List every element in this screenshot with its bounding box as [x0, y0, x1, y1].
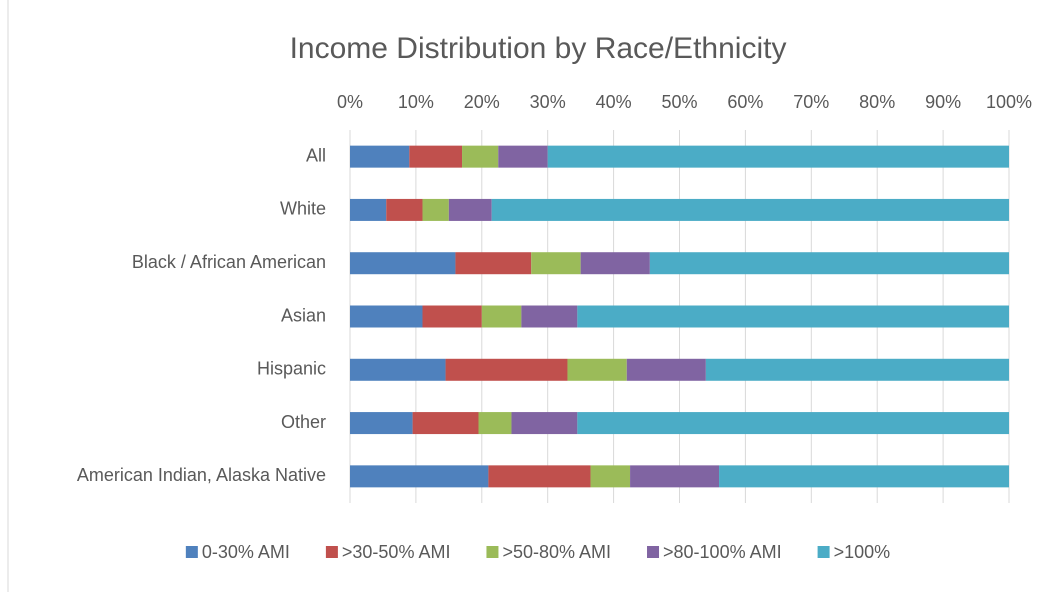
bar-segment [481, 305, 522, 328]
x-tick-label: 0% [337, 92, 363, 112]
bar-segment [350, 305, 423, 328]
y-tick-label: American Indian, Alaska Native [77, 465, 326, 485]
bar-segment [350, 145, 410, 168]
x-tick-label: 30% [530, 92, 566, 112]
x-tick-label: 90% [925, 92, 961, 112]
legend-label: >50-80% AMI [502, 542, 611, 562]
bar-segment [491, 198, 1009, 221]
bar-segment [521, 305, 578, 328]
bar-segment [422, 305, 482, 328]
bar-segment [567, 358, 627, 381]
bar-segment [577, 305, 1009, 328]
bar-segment [498, 145, 548, 168]
y-tick-label: White [280, 199, 326, 219]
bar-segment [409, 145, 463, 168]
x-tick-label: 60% [727, 92, 763, 112]
x-tick-label: 80% [859, 92, 895, 112]
legend-label: >30-50% AMI [342, 542, 451, 562]
bar-segment [386, 198, 423, 221]
bar-segment [626, 358, 706, 381]
x-tick-label: 40% [596, 92, 632, 112]
bar-segment [462, 145, 499, 168]
y-tick-label: Asian [281, 305, 326, 325]
bar-segment [350, 198, 387, 221]
bar-segment [590, 465, 631, 488]
bar-segment [547, 145, 1009, 168]
legend-label: 0-30% AMI [202, 542, 290, 562]
x-tick-label: 100% [986, 92, 1032, 112]
bar-segment [350, 252, 456, 275]
chart-title: Income Distribution by Race/Ethnicity [290, 32, 787, 65]
bar-segment [649, 252, 1009, 275]
legend-label: >80-100% AMI [663, 542, 782, 562]
y-tick-label: All [306, 145, 326, 165]
bar-segment [445, 358, 568, 381]
x-tick-label: 20% [464, 92, 500, 112]
bar-segment [531, 252, 581, 275]
legend-swatch [185, 546, 198, 558]
bar-segment [488, 465, 591, 488]
x-tick-label: 10% [398, 92, 434, 112]
bar-segment [705, 358, 1009, 381]
bar-segment [455, 252, 532, 275]
bar-segment [577, 412, 1009, 435]
legend-swatch [325, 546, 338, 558]
y-tick-label: Hispanic [257, 359, 326, 379]
legend-swatch [486, 546, 499, 558]
legend-swatch [817, 546, 830, 558]
x-tick-label: 70% [793, 92, 829, 112]
bar-segment [478, 412, 512, 435]
bar-segment [719, 465, 1009, 488]
bar-segment [422, 198, 449, 221]
bar-segment [350, 412, 413, 435]
y-tick-label: Black / African American [132, 252, 326, 272]
legend-label: >100% [834, 542, 891, 562]
bar-segment [630, 465, 720, 488]
bar-segment [350, 465, 489, 488]
bar-segment [511, 412, 578, 435]
bar-segment [350, 358, 446, 381]
bar-segment [412, 412, 479, 435]
bar-segment [448, 198, 492, 221]
y-tick-label: Other [281, 412, 326, 432]
legend-swatch [647, 546, 660, 558]
x-tick-label: 50% [661, 92, 697, 112]
bar-segment [580, 252, 650, 275]
